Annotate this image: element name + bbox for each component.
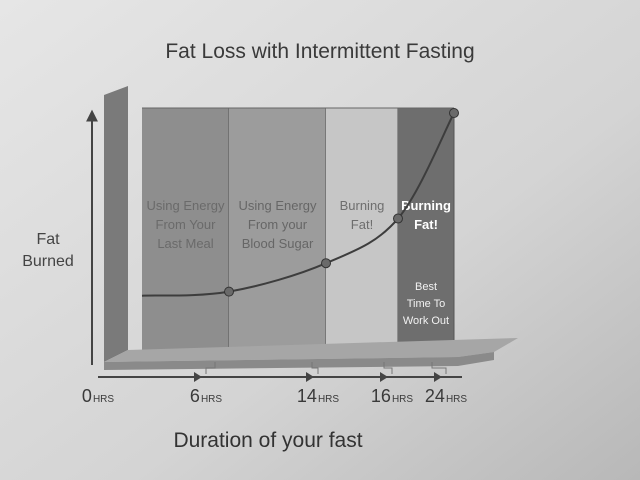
- phase-label-4-line-1: Burning: [401, 198, 451, 213]
- x-tick-label-0h: 0HRS: [82, 386, 114, 406]
- tick-guide-14h: [311, 362, 319, 374]
- chart-title: Fat Loss with Intermittent Fasting: [165, 40, 474, 63]
- chart-left-wall: [104, 86, 128, 362]
- curve-marker-16h: [393, 213, 403, 224]
- phase-band-4: [398, 108, 454, 350]
- curve-layer: [141, 108, 459, 297]
- phase-label-1-line-3: Last Meal: [157, 236, 213, 251]
- x-axis-label: Duration of your fast: [173, 429, 362, 452]
- curve-marker-14h: [321, 258, 331, 269]
- phase-band-3: [326, 108, 398, 350]
- best-time-annotation-line-1: Best: [415, 281, 437, 293]
- x-axis-arrowhead-16h: [380, 372, 388, 382]
- chart-floor-edge: [104, 352, 494, 370]
- phase-band-1: [142, 108, 229, 350]
- y-axis-label-line-1: Fat: [36, 231, 60, 248]
- tick-guide-24h: [431, 362, 447, 374]
- phase-label-4-line-2: Fat!: [414, 217, 438, 232]
- x-axis-arrowhead-24h: [434, 372, 442, 382]
- tick-guides: [205, 362, 447, 374]
- phase-label-1-line-2: From Your: [156, 217, 217, 232]
- x-axis-arrowhead-14h: [306, 372, 314, 382]
- chart-floor: [104, 338, 518, 362]
- x-tick-label-16h: 16HRS: [371, 386, 413, 406]
- phase-label-2-line-1: Using Energy: [238, 198, 317, 213]
- y-axis-label-line-2: Burned: [22, 253, 74, 270]
- best-time-annotation-line-2: Time To: [407, 298, 446, 310]
- tick-guide-6h: [205, 362, 216, 374]
- tick-guide-16h: [383, 362, 393, 374]
- phase-label-2-line-2: From your: [248, 217, 308, 232]
- x-axis-arrowhead-6h: [194, 372, 202, 382]
- x-tick-label-14h: 14HRS: [297, 386, 339, 406]
- curve-marker-6h: [224, 286, 234, 297]
- phase-bands: Using Energy From Your Last Meal Using Ener…: [142, 107, 455, 350]
- x-tick-label-6h: 6HRS: [190, 386, 222, 406]
- x-axis-arrows: [194, 372, 442, 382]
- best-time-annotation-line-3: Work Out: [403, 315, 449, 327]
- phase-label-3-line-1: Burning: [340, 198, 385, 213]
- y-axis-label: Fat Burned: [22, 231, 74, 270]
- phase-label-2-line-3: Blood Sugar: [242, 236, 314, 251]
- curve-marker-24h: [449, 108, 459, 118]
- phase-band-2: [229, 108, 326, 350]
- phase-label-1-line-1: Using Energy: [146, 198, 225, 213]
- phase-label-3-line-2: Fat!: [351, 217, 373, 232]
- x-tick-label-24h: 24HRS: [425, 386, 467, 406]
- x-tick-labels: 0HRS 6HRS 14HRS 16HRS 24HRS: [82, 386, 467, 406]
